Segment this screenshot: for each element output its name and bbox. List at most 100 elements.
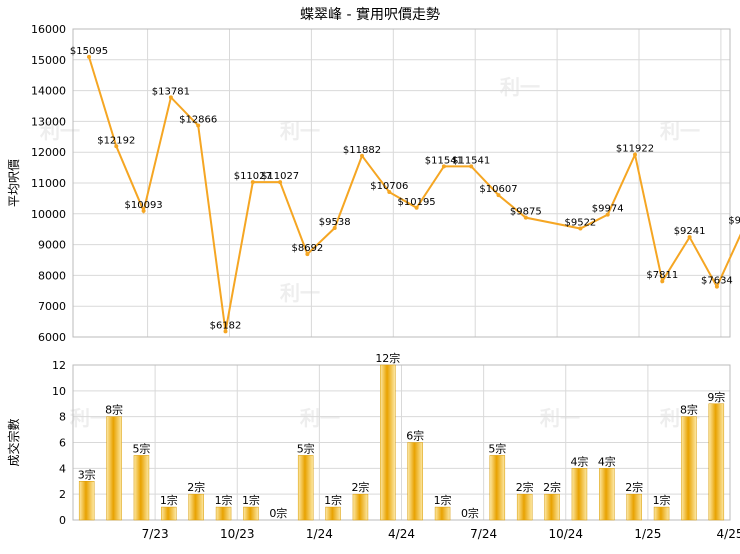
y-tick-label: 4 [59,462,66,475]
watermark-text: 利一 [660,119,700,143]
data-label: $9538 [319,217,351,228]
data-label: $11922 [616,144,654,155]
y-tick-label: 6000 [38,331,66,344]
bar [681,416,697,521]
bar-label: 2宗 [187,480,205,494]
y-axis-label: 成交宗數 [6,418,21,466]
y-tick-label: 11000 [31,177,66,190]
data-label: $11541 [452,155,490,166]
data-point [387,190,392,195]
x-tick-label: 4/24 [388,527,415,541]
bar [489,455,506,521]
y-tick-label: 16000 [31,23,66,36]
data-point [87,54,91,59]
data-point [523,215,528,220]
bar [571,468,588,521]
bar-label: 8宗 [105,403,123,417]
bar [407,442,423,521]
data-label: $13781 [152,86,190,97]
data-point [360,153,364,158]
bar-label: 3宗 [78,467,96,481]
bar [106,416,122,521]
x-tick-label: 4/25 [717,527,740,541]
watermark-text: 利一 [70,406,110,430]
data-point [469,164,474,169]
plot-frame [72,28,731,338]
bar-label: 8宗 [680,403,698,417]
bar-label: 0宗 [269,506,287,520]
data-label: $9241 [674,226,706,237]
bar [626,493,642,521]
bar-label: 5宗 [297,441,315,455]
bar [653,506,670,521]
data-point [114,144,119,149]
watermark-text: 利一 [280,281,320,305]
y-tick-label: 10 [52,385,66,398]
data-point [633,152,637,157]
bar-label: 5宗 [488,441,506,455]
bar [297,455,314,521]
data-point [278,180,283,185]
bar [243,506,259,521]
y-tick-label: 9000 [38,239,66,252]
data-label: $9522 [564,218,596,229]
bar-label: 2宗 [516,480,534,494]
x-tick-label: 10/24 [548,527,583,541]
bar-label: 9宗 [707,390,725,404]
x-tick-label: 7/23 [142,527,169,541]
data-label: $12192 [97,135,135,146]
bar [188,493,204,521]
data-point [714,284,719,289]
bar-label: 12宗 [375,351,400,365]
bar [215,506,232,521]
bar [133,455,150,521]
data-label: $8692 [291,243,323,254]
bar-label: 0宗 [461,506,479,520]
bar-label: 1宗 [324,493,342,507]
data-label: $7634 [701,276,733,287]
bar [352,493,369,521]
data-point [332,226,337,231]
bar [434,506,451,521]
y-axis-label: 平均呎價 [7,159,21,207]
watermark-text: 利一 [280,119,320,143]
data-label: $11541 [425,155,463,166]
transactions-bar-chart: 0 2 4 6 8 10 12 7/23 10/23 1/24 4/24 7/24 10/24 1/25 4… [6,351,740,541]
data-label: $10706 [370,181,408,192]
bar-label: 1宗 [434,493,452,507]
bar [599,468,615,521]
data-label: $7811 [646,270,678,281]
bar [544,493,560,521]
bar-label: 5宗 [132,441,150,455]
bar [708,403,725,521]
watermark-text: 利一 [500,75,540,99]
y-tick-label: 13000 [31,115,66,128]
data-point [660,279,665,284]
data-point [496,193,501,198]
bar [380,364,396,521]
bar-label: 1宗 [215,493,233,507]
data-label: $11027 [234,171,272,182]
watermark-text: 利一 [300,406,340,430]
data-label: $15095 [70,46,108,57]
bar [516,493,533,521]
bar [325,506,341,521]
y-tick-label: 6 [59,437,66,450]
y-tick-label: 15000 [31,54,66,67]
data-label: $11027 [261,171,299,182]
bar-label: 2宗 [351,480,369,494]
data-label: $11882 [343,145,381,156]
data-label: $10195 [398,197,436,208]
watermark-text: 利一 [540,406,580,430]
x-tick-label: 7/24 [470,527,497,541]
x-tick-label: 1/25 [634,527,661,541]
bar-label: 1宗 [160,493,178,507]
data-label: $12866 [179,115,217,126]
data-label: $6182 [210,320,242,331]
bar-label: 2宗 [625,480,643,494]
data-point [414,205,419,210]
y-tick-label: 8 [59,411,66,424]
